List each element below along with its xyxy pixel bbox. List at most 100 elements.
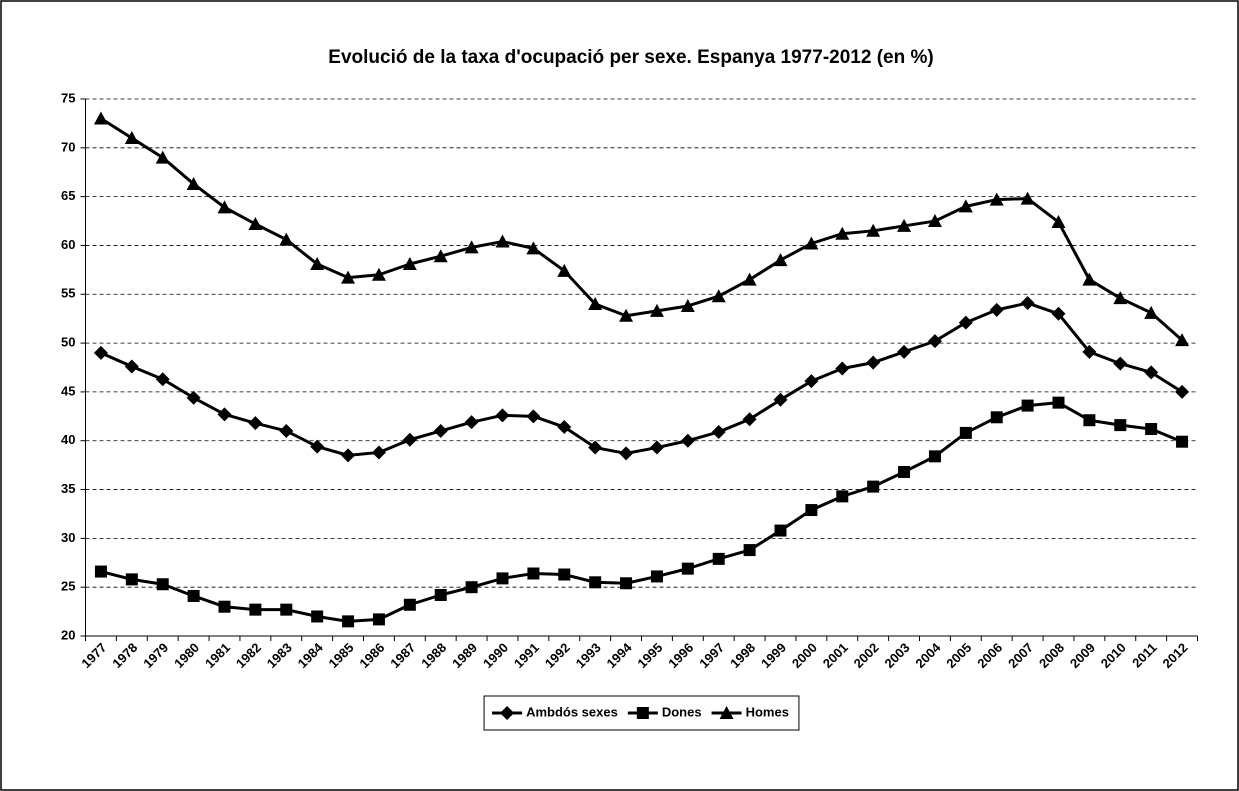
marker [619,446,634,461]
marker [588,297,603,311]
marker [835,226,850,240]
marker [495,408,510,423]
marker [866,355,881,370]
marker [125,573,138,586]
marker [742,412,757,427]
y-tick-label: 70 [61,139,75,154]
marker [156,578,169,591]
marker [1145,423,1158,436]
marker [464,415,479,430]
marker [711,289,726,303]
marker [557,263,572,277]
marker [526,409,541,424]
marker [958,315,973,330]
marker [1082,344,1097,359]
marker [1051,215,1066,229]
marker [155,372,170,387]
y-tick-label: 75 [61,90,75,105]
y-tick-label: 20 [61,627,75,642]
marker [804,236,819,250]
marker [495,234,510,248]
legend-label: Homes [746,704,789,719]
marker [1144,305,1159,319]
marker [342,615,355,628]
marker [1175,333,1190,347]
marker [557,420,572,435]
marker [1114,419,1127,432]
marker [835,361,850,376]
marker [433,423,448,438]
marker [1176,435,1189,448]
marker [1021,399,1034,412]
marker [187,589,200,602]
marker [866,223,881,237]
marker [712,552,725,565]
marker [680,433,695,448]
marker [927,334,942,349]
marker [804,374,819,389]
marker [465,581,478,594]
marker [93,345,108,360]
marker [93,111,108,125]
y-tick-label: 60 [61,237,75,252]
legend-label: Ambdós sexes [526,704,618,719]
y-tick-label: 55 [61,286,75,301]
marker [897,218,912,232]
marker [434,588,447,601]
y-tick-label: 65 [61,188,75,203]
marker [636,707,649,719]
legend: Ambdós sexes Dones Homes [483,695,800,731]
marker [186,390,201,405]
marker [217,407,232,422]
y-tick-label: 50 [61,335,75,350]
marker [989,192,1004,206]
marker [1144,365,1159,380]
marker [743,544,756,557]
marker [774,524,787,537]
marker [620,577,633,590]
marker [897,344,912,359]
marker [217,200,232,214]
marker [650,570,663,583]
marker [1113,291,1128,305]
marker [1020,296,1035,311]
marker [681,562,694,575]
marker [341,270,356,284]
marker [990,411,1003,424]
marker [867,480,880,493]
marker [680,298,695,312]
marker [588,440,603,455]
marker [805,504,818,517]
chart-title: Evolució de la taxa d'ocupació per sexe.… [328,47,933,68]
marker [927,214,942,228]
marker [280,603,293,616]
marker [898,465,911,478]
marker [311,610,324,623]
marker [310,439,325,454]
marker [649,303,664,317]
marker [279,232,294,246]
marker [433,249,448,263]
marker [155,150,170,164]
marker [372,613,385,626]
marker [464,240,479,254]
marker [310,257,325,271]
marker [248,216,263,230]
marker [1083,414,1096,427]
marker [500,706,515,720]
marker [958,199,973,213]
marker [711,424,726,439]
marker [94,565,107,578]
marker [836,490,849,503]
marker [218,600,231,613]
marker [1113,356,1128,371]
y-tick-label: 40 [61,432,75,447]
marker [649,440,664,455]
marker [959,426,972,439]
marker [402,257,417,271]
marker [527,567,540,580]
marker [526,241,541,255]
